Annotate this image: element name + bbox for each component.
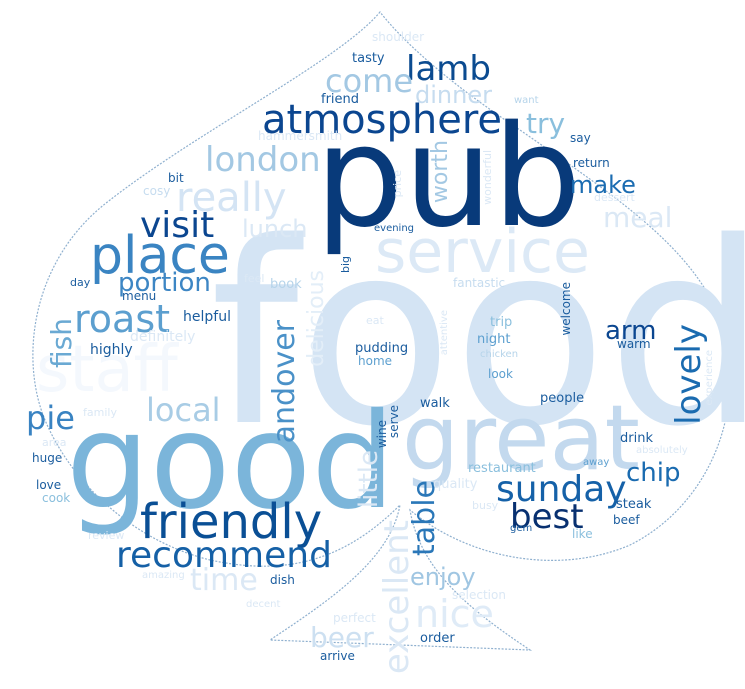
- word-delicious: delicious: [304, 270, 329, 367]
- word-make: make: [570, 171, 636, 199]
- word-chicken: chicken: [480, 349, 519, 360]
- word-come: come: [325, 62, 414, 100]
- word-visit: visit: [140, 205, 215, 246]
- word-drink: drink: [620, 431, 653, 446]
- word-dessert: dessert: [594, 191, 635, 204]
- word-staff: staff: [36, 333, 178, 407]
- word-sunday: sunday: [496, 469, 627, 510]
- word-lovely: lovely: [669, 324, 709, 425]
- word-wonderful: wonderful: [481, 150, 494, 205]
- word-service: service: [375, 217, 590, 287]
- word-serve: serve: [387, 405, 401, 439]
- word-arm: arm: [605, 316, 657, 346]
- word-restaurant: restaurant: [468, 461, 536, 476]
- word-worth: worth: [428, 140, 453, 204]
- word-hammersmith: hammersmith: [258, 129, 343, 143]
- word-gem: gem: [510, 523, 533, 534]
- word-good: good: [66, 385, 396, 539]
- word-local: local: [146, 391, 221, 429]
- word-best: best: [510, 497, 584, 537]
- word-warm: warm: [617, 337, 651, 351]
- word-chip: chip: [626, 458, 681, 488]
- word-steak: steak: [616, 497, 652, 512]
- word-dinner: dinner: [415, 81, 492, 109]
- word-pudding: pudding: [355, 341, 409, 356]
- word-atmosphere: atmosphere: [262, 97, 502, 143]
- word-portion: portion: [118, 268, 211, 298]
- word-absolutely: absolutely: [636, 445, 688, 456]
- word-london: london: [205, 140, 321, 180]
- word-review: review: [88, 529, 125, 542]
- word-fantastic: fantastic: [453, 276, 506, 290]
- word-quality: quality: [433, 477, 478, 492]
- word-little: little: [354, 450, 384, 509]
- word-selection: selection: [452, 588, 506, 602]
- word-roast: roast: [74, 297, 171, 341]
- word-helpful: helpful: [183, 309, 231, 325]
- word-recommend: recommend: [116, 535, 332, 576]
- word-friend: friend: [321, 92, 360, 107]
- word-like: like: [572, 527, 593, 541]
- word-area: area: [42, 436, 67, 449]
- word-enjoy: enjoy: [410, 563, 476, 591]
- word-busy: busy: [472, 499, 499, 512]
- word-return: return: [573, 156, 610, 170]
- word-walk: walk: [420, 396, 450, 411]
- word-night: night: [477, 332, 511, 347]
- word-tasty: tasty: [352, 51, 385, 66]
- word-love: love: [36, 478, 62, 492]
- word-lunch: lunch: [242, 215, 308, 243]
- word-food: food: [210, 189, 745, 482]
- word-really: really: [176, 175, 287, 221]
- word-meal: meal: [603, 201, 673, 234]
- word-eat: eat: [366, 314, 384, 327]
- word-day: day: [70, 276, 91, 289]
- word-great: great: [402, 386, 640, 491]
- word-bit: bit: [168, 171, 184, 185]
- word-decent: decent: [246, 599, 281, 610]
- word-beef: beef: [613, 513, 640, 527]
- word-book: book: [270, 277, 302, 292]
- word-big: big: [339, 256, 352, 274]
- word-dish: dish: [270, 573, 295, 587]
- word-attentive: attentive: [439, 310, 450, 356]
- word-trip: trip: [490, 315, 513, 330]
- word-nice: nice: [415, 592, 494, 636]
- word-menu: menu: [122, 289, 157, 303]
- word-arrive: arrive: [320, 649, 355, 663]
- word-fish: fish: [45, 318, 78, 368]
- word-beer: beer: [310, 621, 374, 654]
- word-pub: pub: [315, 96, 582, 259]
- word-away: away: [583, 457, 610, 468]
- word-andover: andover: [267, 320, 302, 444]
- word-huge: huge: [32, 451, 63, 465]
- word-people: people: [540, 391, 585, 406]
- word-highly: highly: [90, 342, 133, 358]
- word-evening: evening: [374, 223, 415, 234]
- word-feel: feel: [244, 272, 265, 285]
- word-cosy: cosy: [143, 184, 171, 198]
- word-price: price: [391, 170, 404, 198]
- word-welcome: welcome: [559, 282, 573, 336]
- word-lamb: lamb: [406, 49, 491, 89]
- word-try: try: [526, 107, 566, 140]
- word-amazing: amazing: [142, 570, 185, 581]
- word-family: family: [83, 406, 117, 419]
- word-place: place: [90, 226, 230, 286]
- word-experience: experience: [704, 350, 715, 406]
- word-home: home: [358, 354, 393, 368]
- word-look: look: [488, 367, 513, 381]
- word-shoulder: shoulder: [372, 30, 425, 44]
- word-want: want: [514, 95, 539, 106]
- word-pie: pie: [26, 399, 75, 437]
- word-friendly: friendly: [140, 494, 323, 550]
- word-order: order: [420, 631, 455, 646]
- word-perfect: perfect: [333, 611, 376, 625]
- word-cook: cook: [42, 491, 71, 505]
- word-definitely: definitely: [130, 329, 196, 345]
- word-time: time: [190, 563, 258, 598]
- word-say: say: [570, 131, 591, 145]
